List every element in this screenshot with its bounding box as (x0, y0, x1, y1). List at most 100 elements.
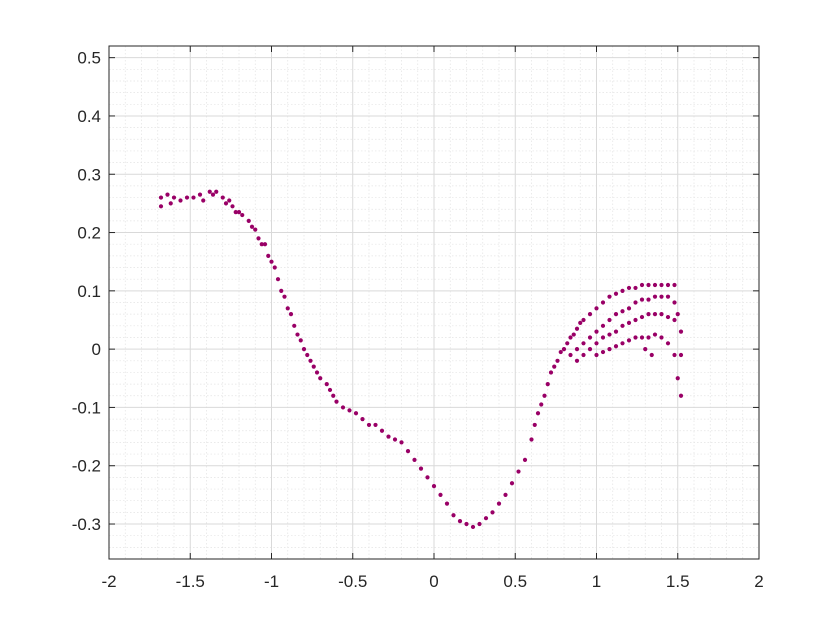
data-point (672, 300, 677, 305)
data-point (675, 312, 680, 317)
data-point (633, 335, 638, 340)
data-point (678, 352, 684, 358)
data-point (509, 481, 515, 486)
data-point (223, 201, 229, 206)
data-point (470, 524, 476, 530)
data-point (295, 332, 300, 337)
data-point (227, 198, 232, 203)
data-point (607, 347, 612, 352)
data-point (246, 218, 251, 223)
data-point (266, 253, 271, 258)
data-point (548, 370, 554, 375)
data-point (652, 312, 658, 317)
x-tick-label: 1 (592, 572, 601, 591)
data-point (477, 521, 482, 527)
x-tick-label: 0 (429, 572, 438, 591)
data-point (574, 326, 580, 331)
data-point (516, 469, 521, 474)
data-point (405, 449, 411, 454)
data-point (574, 347, 580, 352)
data-point (633, 285, 638, 291)
data-point (314, 370, 320, 375)
data-point (340, 405, 346, 410)
data-point (539, 402, 544, 407)
data-point (665, 341, 671, 346)
data-point (607, 294, 612, 299)
data-point (347, 408, 352, 413)
y-tick-label: 0.3 (77, 165, 101, 184)
data-point (600, 349, 606, 355)
data-point (165, 192, 170, 197)
data-point (646, 282, 651, 288)
data-point (607, 332, 612, 337)
data-point (649, 352, 654, 358)
data-point (334, 399, 339, 404)
x-tick-label: 0.5 (503, 572, 527, 591)
data-point (275, 277, 281, 282)
data-point (379, 428, 385, 433)
y-tick-label: -0.2 (72, 457, 101, 476)
data-point (360, 416, 365, 422)
data-point (552, 364, 557, 369)
data-point (178, 198, 183, 203)
data-point (659, 294, 664, 299)
data-point (665, 294, 671, 299)
data-point (444, 501, 450, 506)
data-point (168, 201, 173, 206)
data-point (318, 376, 323, 381)
x-tick-label: -2 (101, 572, 116, 591)
data-point (210, 192, 216, 197)
data-point (639, 297, 645, 302)
y-tick-label: 0 (92, 340, 101, 359)
data-point (587, 312, 593, 317)
y-tick-label: 0.2 (77, 224, 101, 243)
x-tick-label: -1 (264, 572, 279, 591)
data-point (269, 259, 274, 264)
data-point (532, 422, 537, 428)
data-points (158, 189, 684, 530)
x-tick-label: 2 (754, 572, 763, 591)
y-tick-label: 0.4 (77, 107, 101, 126)
data-point (292, 323, 297, 328)
data-point (158, 195, 164, 200)
data-point (327, 387, 333, 393)
data-point (587, 347, 593, 352)
data-point (197, 192, 203, 197)
data-point (659, 335, 664, 340)
data-point (483, 516, 489, 521)
data-point (207, 189, 212, 194)
data-point (279, 288, 284, 293)
data-point (607, 317, 612, 323)
data-point (620, 323, 625, 328)
data-point (581, 317, 586, 323)
data-point (308, 358, 313, 363)
data-point (672, 352, 677, 358)
data-point (542, 393, 547, 398)
data-point (311, 364, 316, 369)
data-point (594, 352, 599, 358)
data-point (633, 317, 638, 323)
minor-grid (109, 45, 759, 560)
data-point (620, 309, 625, 314)
y-tick-label: 0.1 (77, 282, 101, 301)
data-point (600, 335, 606, 340)
data-point (301, 347, 307, 352)
data-point (558, 349, 563, 355)
data-point (201, 198, 206, 203)
data-point (324, 382, 329, 387)
data-point (256, 236, 261, 241)
data-point (191, 195, 196, 200)
data-point (639, 314, 645, 320)
data-point (594, 341, 599, 346)
data-point (490, 510, 495, 515)
data-point (578, 320, 583, 326)
data-point (594, 306, 599, 311)
data-point (568, 352, 573, 358)
data-point (236, 210, 242, 215)
x-tick-label: -1.5 (176, 572, 205, 591)
data-point (672, 317, 677, 323)
data-point (331, 393, 336, 398)
data-point (652, 282, 658, 288)
data-point (652, 332, 658, 337)
data-point (646, 297, 651, 302)
